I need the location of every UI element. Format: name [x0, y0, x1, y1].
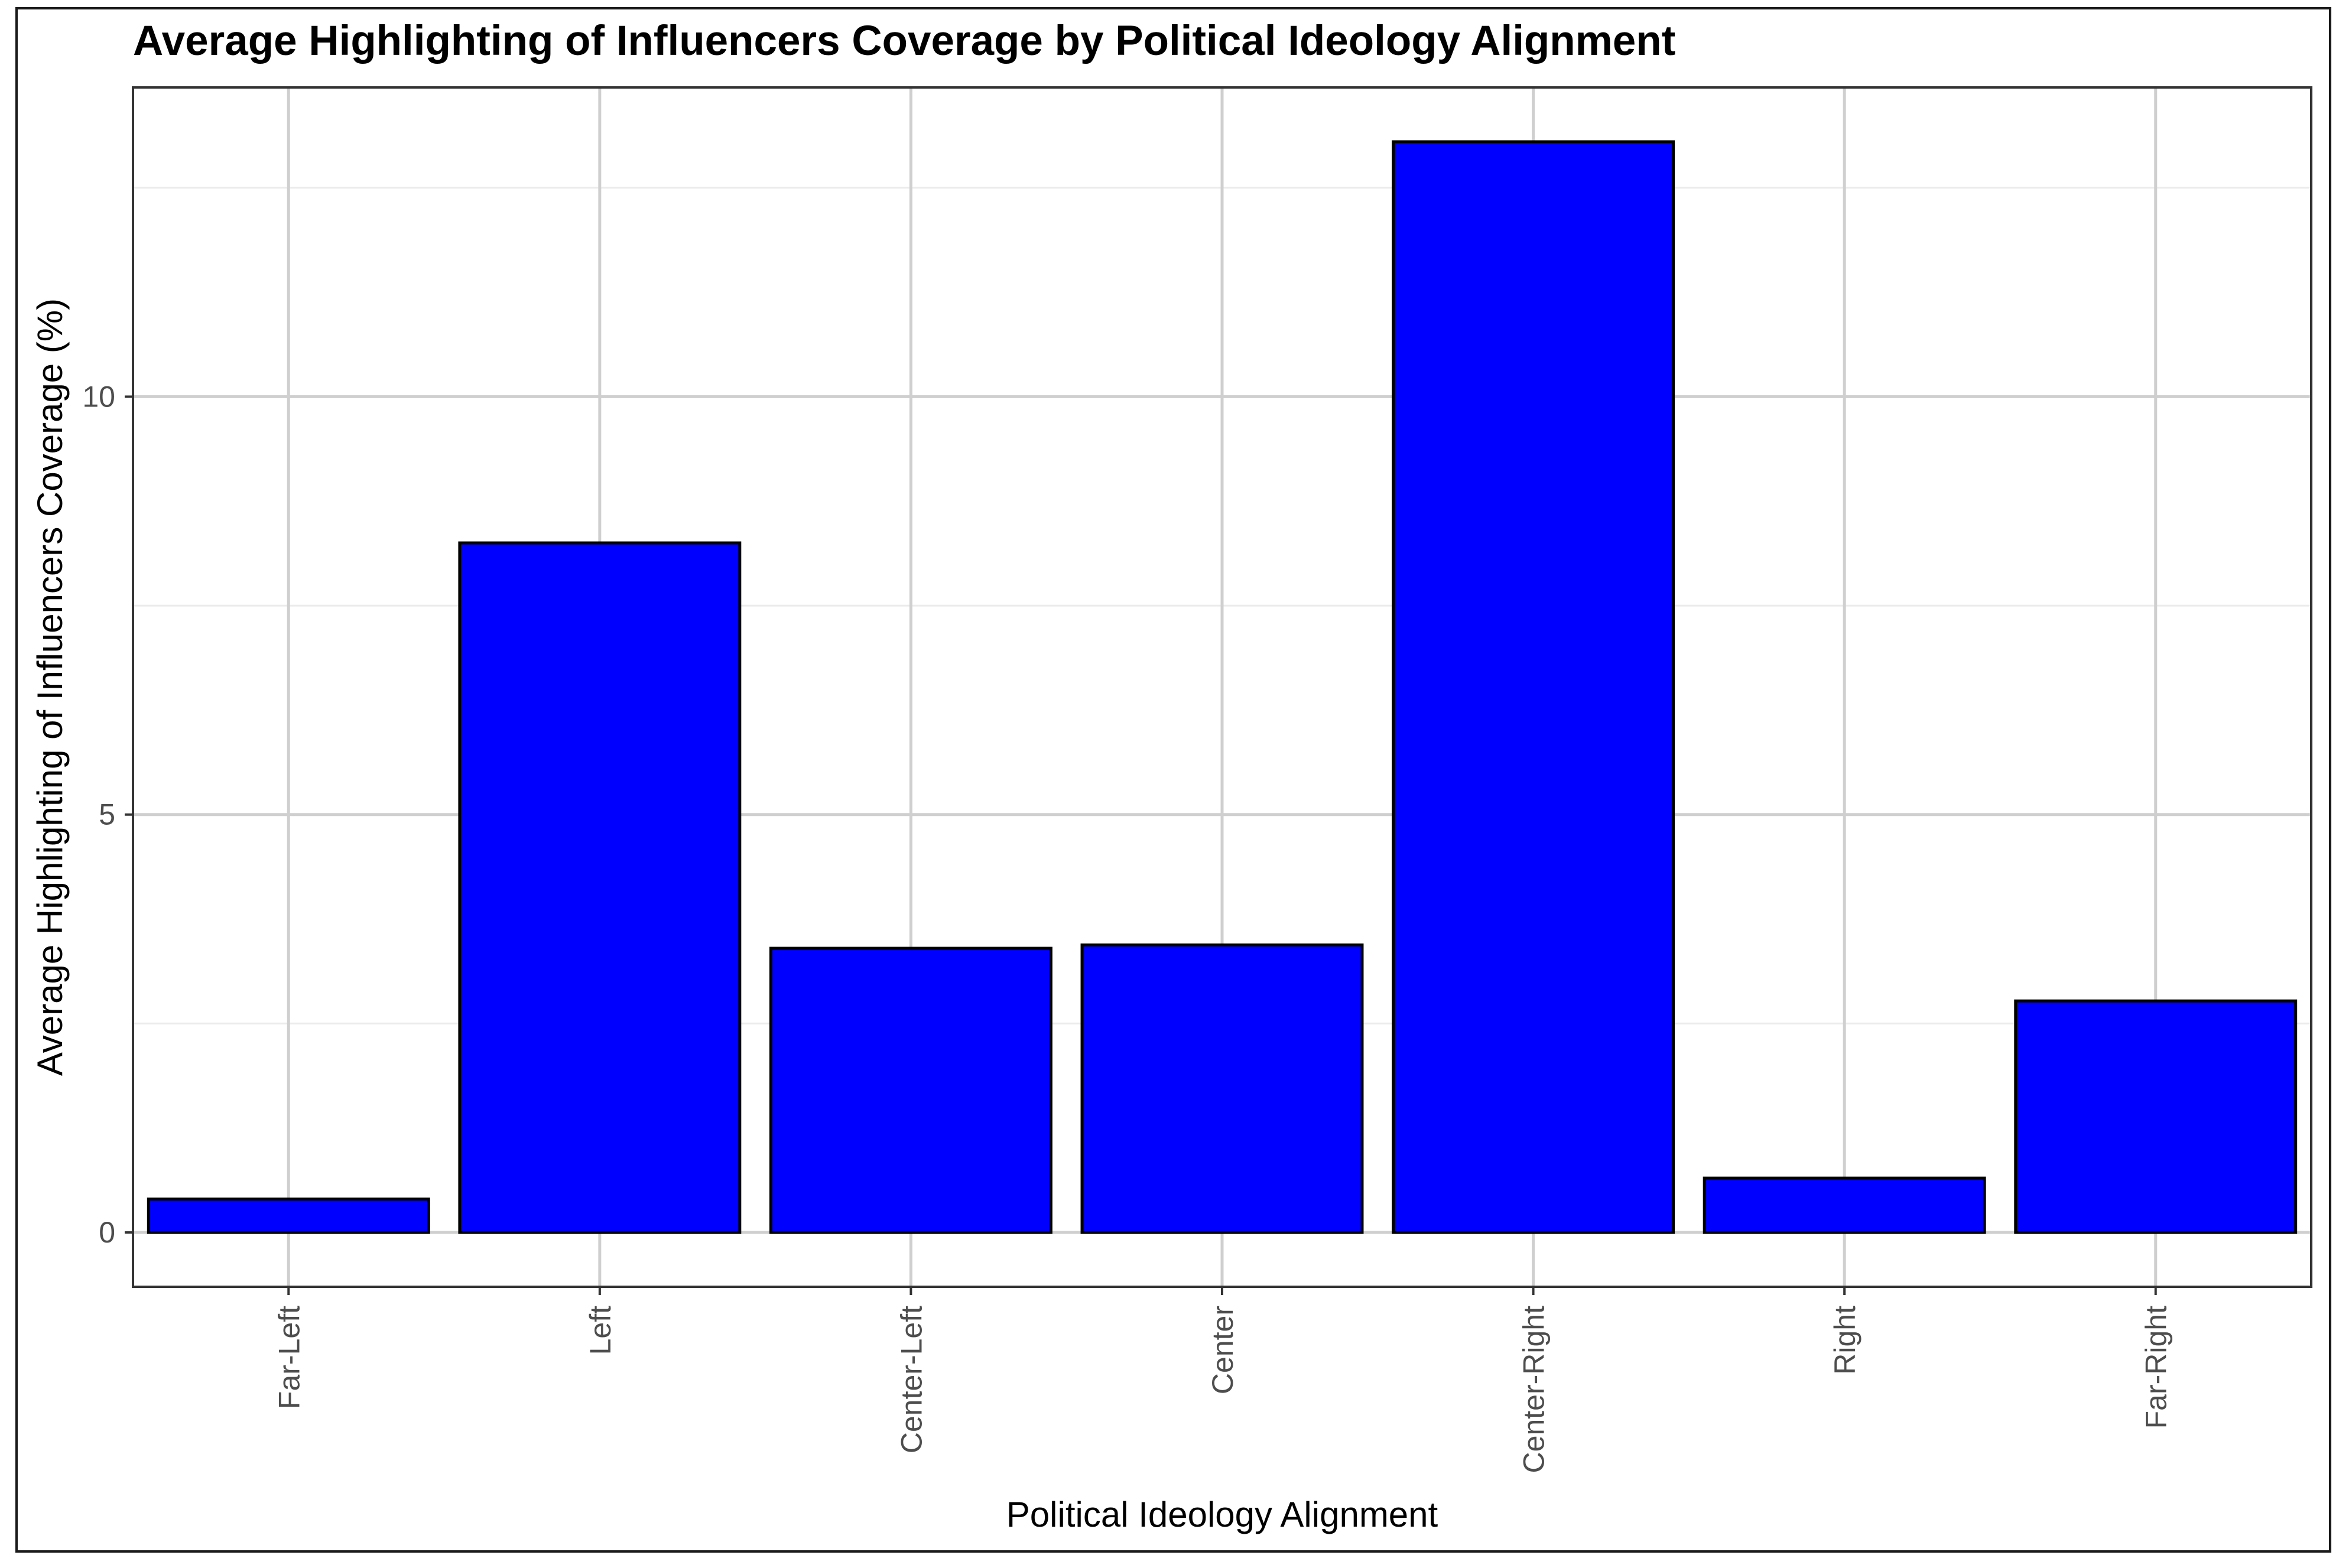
- x-tick-label: Center-Right: [1518, 1306, 1551, 1473]
- y-tick-label: 10: [82, 380, 115, 413]
- y-tick-label: 5: [99, 798, 115, 831]
- bar-left: [458, 541, 742, 1234]
- bar-far-left: [147, 1197, 430, 1234]
- x-tick-label: Center-Left: [895, 1306, 928, 1453]
- bar-center-right: [1392, 140, 1675, 1234]
- x-tick-label: Center: [1206, 1306, 1239, 1394]
- bars: [147, 140, 2298, 1234]
- x-tick-label: Left: [584, 1306, 617, 1355]
- x-axis: Far-Left Left Center-Left Center Center-Righ…: [272, 1287, 2173, 1473]
- x-tick-label: Right: [1828, 1306, 1862, 1375]
- y-axis: 0 5 10: [82, 380, 133, 1249]
- x-axis-title: Political Ideology Alignment: [1006, 1495, 1438, 1534]
- bar-right: [1703, 1176, 1986, 1234]
- x-tick-label: Far-Right: [2140, 1306, 2173, 1429]
- chart-title: Average Highlighting of Influencers Cove…: [133, 18, 1675, 64]
- bar-far-right: [2014, 999, 2298, 1234]
- bar-center-left: [769, 946, 1052, 1234]
- x-tick-label: Far-Left: [272, 1306, 306, 1409]
- figure-border: [15, 7, 2331, 1553]
- y-axis-title: Average Highlighting of Influencers Cove…: [30, 298, 70, 1076]
- y-tick-label: 0: [99, 1216, 115, 1249]
- bar-center: [1080, 943, 1364, 1234]
